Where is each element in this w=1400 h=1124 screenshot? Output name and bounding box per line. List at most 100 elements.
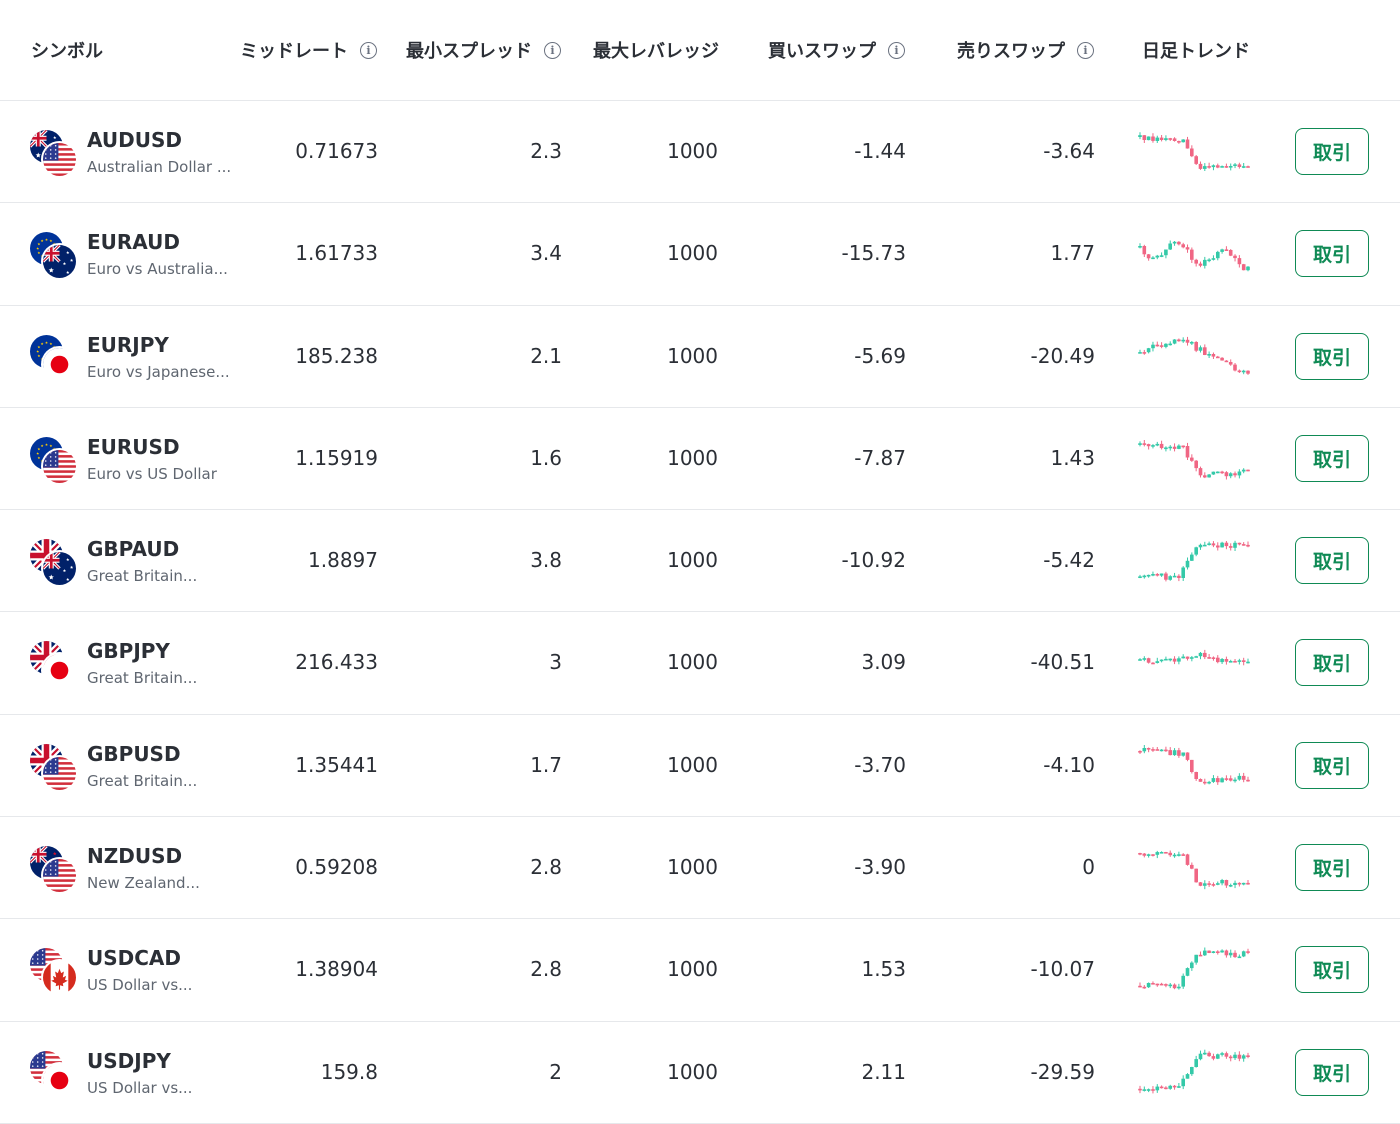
quote-currency-flag-icon <box>43 1063 76 1097</box>
candle-down <box>1198 263 1203 266</box>
trade-button[interactable]: 取引 <box>1295 1048 1369 1096</box>
candle-down <box>1168 749 1172 755</box>
candle-down <box>1207 1052 1211 1056</box>
swap-buy-value: -1.44 <box>854 139 906 163</box>
candle-down <box>1228 250 1233 256</box>
candle-down <box>1151 136 1155 141</box>
trade-button[interactable]: 取引 <box>1295 230 1369 278</box>
candle-down <box>1224 880 1229 886</box>
swap-buy-value: 1.53 <box>861 957 906 982</box>
table-row: GBPAUD Great Britain... 1.8897 3.8 1000 -10.9… <box>0 510 1400 613</box>
candle-down <box>1151 983 1155 985</box>
candle-up <box>1172 339 1177 344</box>
candle-down <box>1190 249 1194 261</box>
candle-down <box>1177 575 1181 579</box>
swap-buy-value: -5.69 <box>854 343 906 368</box>
candle-down <box>1224 472 1229 477</box>
candle-up <box>1220 1052 1224 1055</box>
min-spread-value: 3 <box>549 650 562 675</box>
candle-down <box>1241 775 1246 780</box>
symbol-description: Australian Dollar ... <box>87 158 232 176</box>
candle-down <box>1194 260 1198 264</box>
candle-down <box>1155 748 1160 751</box>
candle-down <box>1246 469 1250 472</box>
candle-up <box>1146 983 1151 988</box>
candle-down <box>1164 573 1168 580</box>
quote-currency-flag-icon <box>43 347 76 381</box>
currency-pair-flags <box>30 436 80 485</box>
mid-rate-value: 1.8897 <box>308 548 378 573</box>
candle-down <box>1185 752 1190 760</box>
table-body: AUDUSD Australian Dollar ... 0.71673 2.3 100… <box>0 101 1400 1124</box>
symbol-description: Euro vs US Dollar <box>87 464 217 483</box>
symbol-name: GBPUSD <box>87 741 181 766</box>
candle-up <box>1233 779 1237 781</box>
quote-currency-flag-icon <box>43 961 76 995</box>
info-icon[interactable]: i <box>1077 41 1094 59</box>
candle-down <box>1142 443 1147 445</box>
swap-sell-value: -20.49 <box>1030 343 1095 368</box>
candle-up <box>1207 353 1211 356</box>
candle-down <box>1198 882 1203 886</box>
trade-button[interactable]: 取引 <box>1295 434 1369 482</box>
candle-down <box>1211 543 1216 546</box>
candle-up <box>1172 575 1177 578</box>
candle-up <box>1194 656 1198 659</box>
candle-down <box>1168 852 1172 856</box>
trade-button[interactable]: 取引 <box>1295 332 1369 380</box>
trade-button[interactable]: 取引 <box>1295 741 1369 789</box>
trade-button[interactable]: 取引 <box>1295 844 1369 892</box>
candle-down <box>1233 661 1237 664</box>
candle-down <box>1185 339 1190 343</box>
candle-down <box>1237 882 1242 885</box>
max-leverage-value: 1000 <box>667 343 718 368</box>
candle-down <box>1190 864 1194 869</box>
currency-pair-flags <box>30 846 80 894</box>
candle-up <box>1164 343 1168 347</box>
candle-down <box>1194 460 1198 468</box>
daily-trend-sparkline <box>1138 132 1250 171</box>
symbol-description: Great Britain... <box>87 771 198 790</box>
candle-down <box>1155 574 1160 576</box>
candle-up <box>1159 852 1164 854</box>
candle-down <box>1216 545 1220 548</box>
candle-down <box>1224 542 1229 547</box>
candle-down <box>1233 255 1237 259</box>
min-spread-value: 1.6 <box>530 445 562 470</box>
candle-down <box>1237 258 1242 265</box>
candle-up <box>1211 258 1216 261</box>
candle-up <box>1241 882 1246 885</box>
info-icon[interactable]: i <box>360 41 377 59</box>
table-header: シンボル ミッドレート i 最小スプレッド i 最大レバレッジ 買いスワップ i 売り… <box>0 0 1400 101</box>
candle-up <box>1241 1055 1246 1059</box>
trade-button[interactable]: 取引 <box>1295 128 1369 175</box>
symbol-description: Great Britain... <box>87 669 198 688</box>
currency-pair-flags <box>30 539 80 587</box>
swap-buy-value: -15.73 <box>841 241 906 266</box>
candle-down <box>1194 771 1198 779</box>
daily-trend-sparkline <box>1138 1049 1250 1094</box>
quote-currency-flag-icon <box>43 449 76 483</box>
max-leverage-value: 1000 <box>667 855 718 880</box>
candle-down <box>1207 657 1211 660</box>
trade-button[interactable]: 取引 <box>1295 639 1369 687</box>
max-leverage-value: 1000 <box>667 548 718 573</box>
candle-down <box>1181 445 1185 448</box>
candle-down <box>1207 950 1211 954</box>
mid-rate-value: 0.59208 <box>295 855 378 880</box>
currency-pair-flags <box>30 232 80 280</box>
quote-currency-flag-icon <box>43 859 76 893</box>
trade-button[interactable]: 取引 <box>1295 537 1369 585</box>
trade-button[interactable]: 取引 <box>1295 946 1369 994</box>
candle-down <box>1211 657 1216 660</box>
candle-down <box>1233 953 1237 958</box>
candle-up <box>1181 567 1185 579</box>
candle-up <box>1159 255 1164 258</box>
candle-down <box>1177 141 1181 143</box>
info-icon[interactable]: i <box>888 41 905 59</box>
info-icon[interactable]: i <box>544 41 561 59</box>
daily-trend-sparkline <box>1138 744 1250 785</box>
candle-up <box>1155 661 1160 664</box>
candle-up <box>1220 950 1224 953</box>
